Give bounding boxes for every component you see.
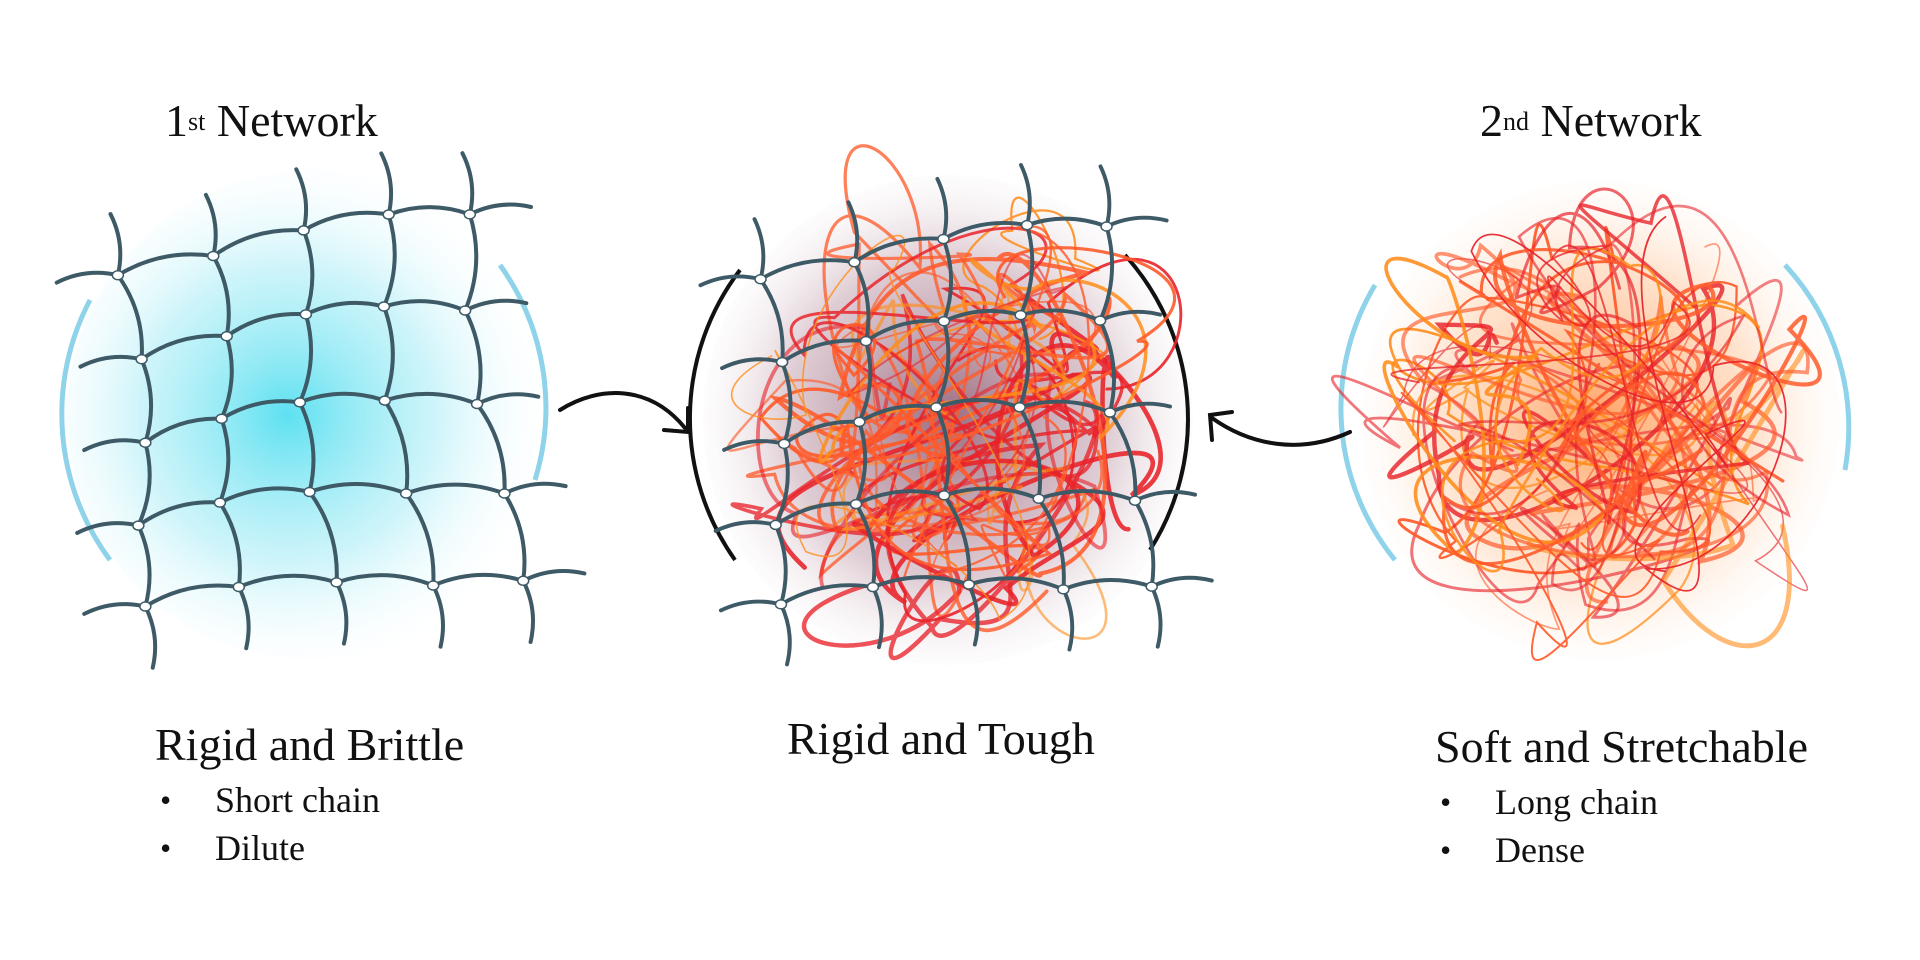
second-network-sphere — [1330, 180, 1852, 661]
second-network-bullets: Long chain Dense — [1440, 778, 1658, 874]
double-network-property: Rigid and Tough — [787, 713, 1095, 764]
first-network-sphere — [54, 151, 587, 670]
second-network-title: 2nd Network — [1480, 95, 1702, 146]
arrow-right-icon — [558, 391, 690, 435]
double-network-mesh — [698, 163, 1214, 667]
bullet-item: Dilute — [160, 824, 380, 872]
first-network-bullets: Short chain Dilute — [160, 776, 380, 872]
second-network-property: Soft and Stretchable — [1435, 721, 1809, 772]
bullet-item: Long chain — [1440, 778, 1658, 826]
double-network-sphere — [687, 144, 1214, 667]
second-network-coils — [1330, 187, 1822, 661]
bullet-item: Dense — [1440, 826, 1658, 874]
bullet-item: Short chain — [160, 776, 380, 824]
first-network-mesh — [54, 151, 587, 670]
arrow-left-icon — [1207, 410, 1352, 447]
first-network-title: 1st Network — [165, 95, 378, 146]
first-network-property: Rigid and Brittle — [155, 719, 465, 770]
